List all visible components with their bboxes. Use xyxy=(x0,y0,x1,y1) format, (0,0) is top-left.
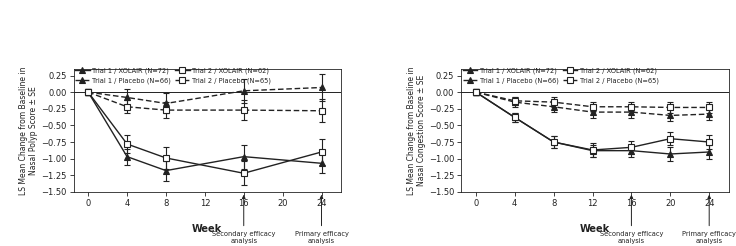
Text: Primary efficacy
analysis: Primary efficacy analysis xyxy=(294,196,348,244)
Y-axis label: LS Mean Change from Baseline in
Nasal Congestion Score ± SE: LS Mean Change from Baseline in Nasal Co… xyxy=(407,66,426,195)
Legend: Trial 1 / XOLAIR (N=72), Trial 1 / Placebo (N=66), Trial 2 / XOLAIR (N=62), Tria: Trial 1 / XOLAIR (N=72), Trial 1 / Place… xyxy=(74,66,273,85)
Y-axis label: LS Mean Change from Baseline in
Nasal Polyp Score ± SE: LS Mean Change from Baseline in Nasal Po… xyxy=(19,66,38,195)
X-axis label: Week: Week xyxy=(580,225,610,234)
X-axis label: Week: Week xyxy=(192,225,222,234)
Text: Secondary efficacy
analysis: Secondary efficacy analysis xyxy=(600,196,663,244)
Legend: Trial 1 / XOLAIR (N=72), Trial 1 / Placebo (N=66), Trial 2 / XOLAIR (N=62), Tria: Trial 1 / XOLAIR (N=72), Trial 1 / Place… xyxy=(461,66,660,85)
Text: Primary efficacy
analysis: Primary efficacy analysis xyxy=(682,196,736,244)
Text: Secondary efficacy
analysis: Secondary efficacy analysis xyxy=(212,196,275,244)
